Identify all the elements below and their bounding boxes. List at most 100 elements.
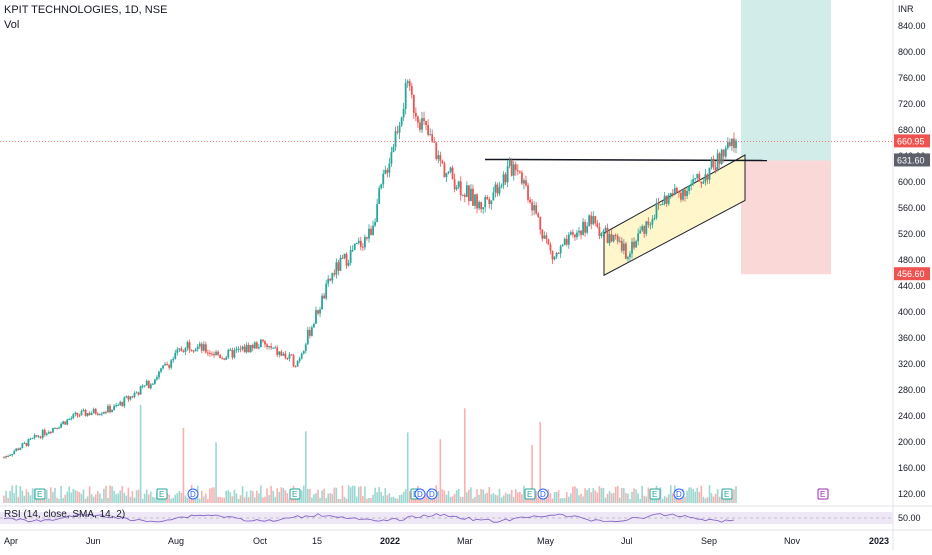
candle-body bbox=[726, 142, 729, 149]
y-tick-label: 680.00 bbox=[898, 125, 926, 135]
candle-body bbox=[68, 419, 71, 421]
candle-body bbox=[580, 230, 582, 235]
candle-body bbox=[533, 205, 536, 211]
candle-body bbox=[728, 142, 731, 146]
volume-bar bbox=[468, 489, 470, 503]
x-tick-label: Sep bbox=[701, 536, 717, 546]
volume-bar bbox=[667, 494, 670, 503]
volume-bar bbox=[696, 487, 699, 503]
candle-body bbox=[720, 149, 723, 164]
candle-body bbox=[525, 180, 527, 186]
volume-bar bbox=[268, 495, 270, 503]
volume-bar bbox=[337, 498, 340, 503]
earnings-marker-icon bbox=[721, 488, 733, 500]
candle-body bbox=[231, 349, 234, 358]
candle-body bbox=[441, 161, 444, 164]
candle-body bbox=[551, 250, 554, 260]
volume-bar bbox=[514, 489, 517, 503]
candle-body bbox=[408, 81, 411, 87]
candle-body bbox=[531, 202, 534, 211]
candle-body bbox=[333, 273, 336, 275]
candle-body bbox=[559, 246, 562, 254]
volume-bar bbox=[661, 498, 664, 503]
candle-body bbox=[574, 234, 576, 238]
volume-bar bbox=[394, 498, 397, 503]
volume-bar bbox=[441, 489, 444, 503]
candle-body bbox=[90, 413, 93, 415]
candle-body bbox=[541, 229, 544, 239]
candle-body bbox=[370, 228, 372, 235]
volume-bar bbox=[706, 497, 709, 503]
candle-body bbox=[576, 232, 578, 238]
candle-body bbox=[361, 246, 364, 248]
candle-body bbox=[412, 94, 415, 113]
dividend-marker-icon bbox=[673, 488, 685, 500]
candle-body bbox=[3, 457, 5, 459]
candle-body bbox=[504, 174, 507, 183]
volume-bar bbox=[284, 490, 287, 503]
volume-bar bbox=[404, 489, 407, 503]
y-tick-label: 560.00 bbox=[898, 203, 926, 213]
candle-body bbox=[198, 343, 201, 347]
volume-bar bbox=[341, 485, 344, 503]
y-tick-label: 160.00 bbox=[898, 463, 926, 473]
candle-body bbox=[143, 385, 146, 387]
volume-bar bbox=[443, 490, 446, 503]
volume-bar bbox=[669, 485, 672, 503]
candle-body bbox=[482, 207, 485, 210]
volume-bar bbox=[227, 490, 230, 503]
volume-bar bbox=[665, 497, 668, 503]
candle-body bbox=[733, 138, 735, 148]
candle-body bbox=[33, 435, 36, 438]
candle-body bbox=[698, 173, 701, 182]
candle-body bbox=[651, 219, 654, 225]
candle-body bbox=[266, 344, 268, 348]
volume-bar bbox=[710, 493, 713, 503]
candle-body bbox=[139, 386, 142, 395]
candle-body bbox=[29, 438, 32, 440]
candle-body bbox=[684, 189, 686, 197]
candle-body bbox=[359, 240, 362, 247]
volume-bar bbox=[500, 497, 503, 503]
candle-body bbox=[529, 199, 531, 203]
candle-body bbox=[39, 436, 42, 438]
volume-bar bbox=[90, 494, 93, 503]
candle-body bbox=[451, 167, 454, 180]
candle-body bbox=[465, 185, 468, 197]
volume-bar bbox=[288, 498, 291, 503]
candle-body bbox=[645, 221, 648, 234]
volume-bar bbox=[445, 494, 448, 503]
candle-body bbox=[406, 81, 409, 84]
candle-body bbox=[325, 283, 328, 299]
candle-body bbox=[571, 232, 574, 235]
candle-body bbox=[37, 436, 40, 438]
volume-bar bbox=[343, 496, 346, 503]
candle-body bbox=[270, 346, 273, 348]
volume-bar bbox=[331, 494, 334, 503]
volume-bar bbox=[578, 495, 580, 503]
candle-body bbox=[417, 116, 419, 123]
candle-body bbox=[96, 413, 99, 415]
candle-body bbox=[708, 167, 711, 180]
candle-body bbox=[13, 451, 16, 455]
candle-body bbox=[310, 327, 313, 336]
candle-body bbox=[563, 238, 566, 245]
candle-body bbox=[147, 380, 150, 389]
x-tick-label: Jun bbox=[86, 536, 101, 546]
x-tick-label: Mar bbox=[457, 536, 473, 546]
volume-bar bbox=[323, 488, 325, 503]
candle-body bbox=[27, 439, 30, 446]
volume-bar bbox=[702, 496, 705, 503]
volume-bar bbox=[641, 485, 644, 503]
candle-body bbox=[280, 351, 283, 356]
volume-bar bbox=[602, 487, 605, 503]
volume-bar bbox=[362, 495, 364, 503]
volume-bar bbox=[639, 498, 641, 503]
volume-bar bbox=[547, 489, 550, 503]
volume-bar bbox=[521, 494, 523, 503]
candle-body bbox=[215, 351, 217, 356]
candle-body bbox=[453, 179, 456, 190]
candle-body bbox=[639, 230, 642, 234]
